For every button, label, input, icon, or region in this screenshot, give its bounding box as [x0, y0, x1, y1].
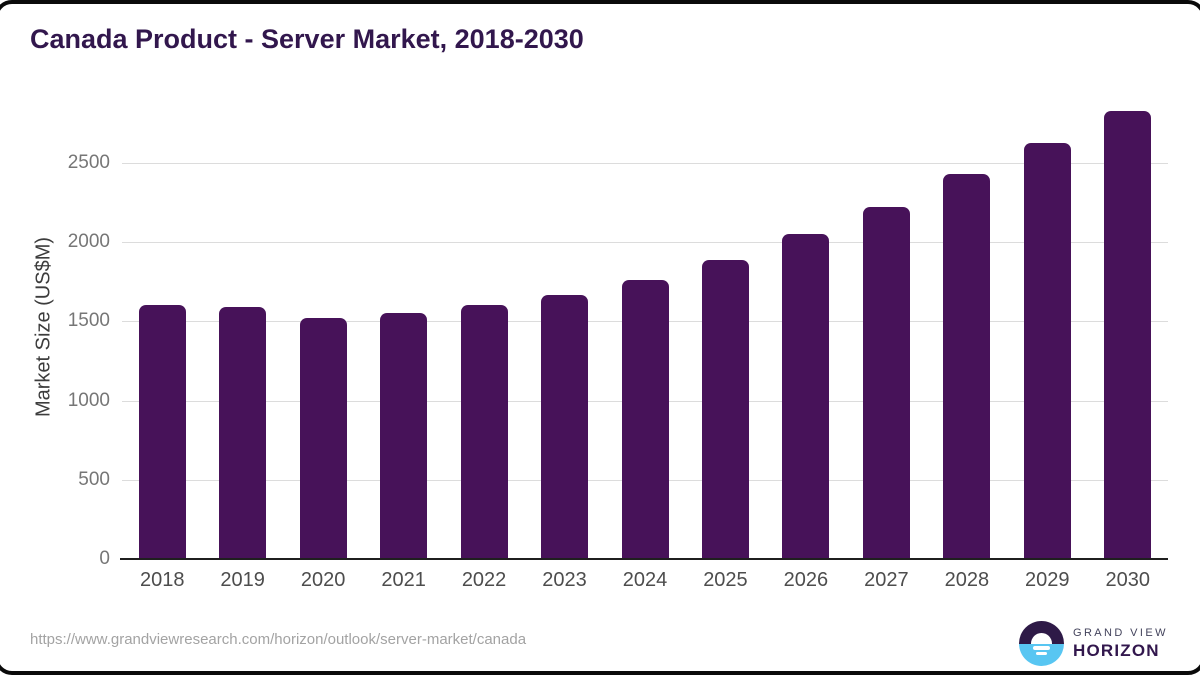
gridline-2500 — [122, 163, 1168, 165]
logo-sky-half — [1019, 621, 1064, 644]
bar-2023[interactable] — [541, 294, 589, 559]
bar-2021[interactable] — [380, 312, 428, 559]
bar-2019[interactable] — [219, 307, 267, 559]
logo-reflection-stripe — [1033, 646, 1050, 650]
plot-area: 2018 2019 2020 2021 2022 2023 2024 2025 2026 2027… — [120, 95, 1168, 591]
x-axis-label-2027: 2027 — [864, 569, 909, 591]
x-axis-baseline — [120, 558, 1168, 560]
brand-logo: GRAND VIEW HORIZON — [1019, 621, 1168, 666]
x-axis-label-2026: 2026 — [783, 569, 829, 591]
y-tick-label-2000: 2000 — [67, 231, 110, 253]
bar-2026[interactable] — [782, 234, 830, 559]
y-tick-label-1000: 1000 — [67, 389, 110, 411]
brand-name-top: GRAND VIEW — [1073, 626, 1168, 639]
sun-over-horizon-icon — [1019, 621, 1064, 666]
source-url: https://www.grandviewresearch.com/horizo… — [30, 631, 527, 648]
logo-reflection-stripe — [1036, 651, 1047, 655]
bar-2027[interactable] — [862, 206, 910, 559]
brand-name: GRAND VIEW HORIZON — [1073, 627, 1168, 661]
bar-2025[interactable] — [701, 259, 749, 559]
x-axis-label-2022: 2022 — [461, 569, 507, 591]
x-axis-label-2021: 2021 — [381, 569, 426, 591]
chart-title: Canada Product - Server Market, 2018-203… — [30, 24, 584, 54]
bar-2022[interactable] — [460, 304, 508, 559]
brand-name-bottom: HORIZON — [1073, 640, 1160, 660]
y-tick-label-500: 500 — [78, 468, 110, 490]
x-axis-label-2028: 2028 — [944, 569, 990, 591]
x-axis-label-2025: 2025 — [703, 569, 748, 591]
bar-2020[interactable] — [299, 318, 347, 559]
x-axis-label-2019: 2019 — [220, 569, 265, 591]
y-tick-label-0: 0 — [99, 548, 110, 569]
x-axis-label-2029: 2029 — [1025, 569, 1070, 591]
bar-2018[interactable] — [138, 304, 186, 559]
bar-2029[interactable] — [1023, 143, 1071, 559]
x-axis-label-2023: 2023 — [542, 569, 587, 591]
x-axis-label-2024: 2024 — [622, 569, 668, 591]
logo-sun-shape — [1031, 632, 1052, 644]
x-axis-label-2030: 2030 — [1105, 569, 1151, 591]
gridline-2000 — [122, 242, 1168, 244]
bar-2028[interactable] — [943, 174, 991, 559]
y-tick-label-1500: 1500 — [67, 310, 110, 332]
y-tick-label-2500: 2500 — [67, 152, 110, 174]
x-axis-label-2018: 2018 — [139, 569, 185, 591]
bar-2030[interactable] — [1104, 110, 1152, 559]
bar-2024[interactable] — [621, 280, 669, 559]
x-axis-label-2020: 2020 — [300, 569, 346, 591]
